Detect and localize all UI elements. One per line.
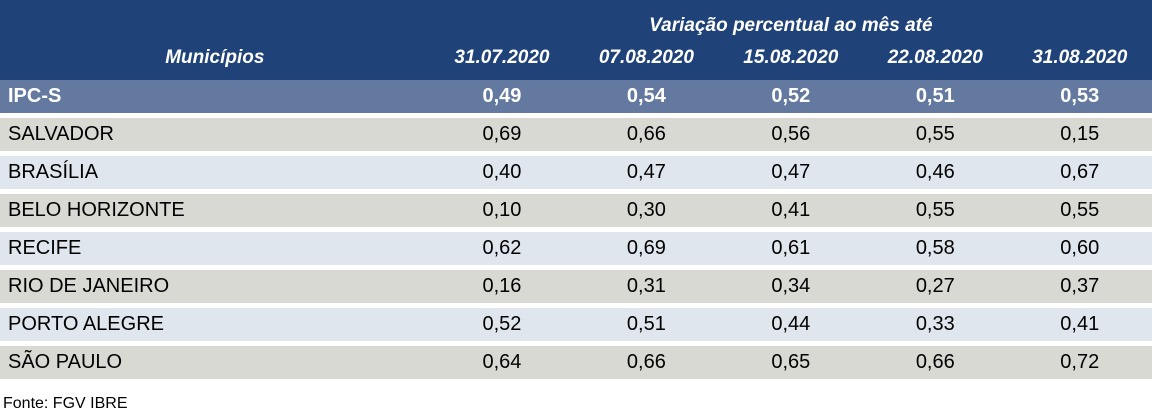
cell-value: 0,67 [1007, 153, 1152, 194]
date-column-header: 07.08.2020 [574, 39, 719, 80]
cell-value: 0,34 [718, 267, 864, 308]
cell-value: 0,27 [863, 267, 1008, 308]
row-label: SALVADOR [0, 115, 430, 156]
municipios-column-header: Municípios [0, 39, 430, 80]
cell-value: 0,61 [718, 229, 864, 270]
cell-value: 0,66 [863, 343, 1008, 384]
cell-value: 0,31 [574, 267, 719, 308]
cell-value: 0,41 [1007, 305, 1152, 346]
cell-value: 0,58 [863, 229, 1008, 270]
cell-value: 0,49 [429, 80, 575, 118]
table-body: IPC-S 0,49 0,54 0,52 0,51 0,53 SALVADOR … [0, 80, 1152, 384]
row-label: RIO DE JANEIRO [0, 267, 430, 308]
cell-value: 0,69 [429, 115, 575, 156]
cell-value: 0,37 [1007, 267, 1152, 308]
cell-value: 0,52 [718, 80, 864, 118]
header-corner-cell [0, 0, 430, 39]
cell-value: 0,69 [574, 229, 719, 270]
source-note: Fonte: FGV IBRE [3, 395, 128, 412]
cell-value: 0,62 [429, 229, 575, 270]
table-row-sao-paulo: SÃO PAULO 0,64 0,66 0,65 0,66 0,72 [0, 343, 1152, 384]
cell-value: 0,66 [574, 115, 719, 156]
cell-value: 0,33 [863, 305, 1008, 346]
table-row-brasilia: BRASÍLIA 0,40 0,47 0,47 0,46 0,67 [0, 153, 1152, 194]
row-label: BELO HORIZONTE [0, 191, 430, 232]
ipcs-variation-table: Variação percentual ao mês até Município… [0, 0, 1152, 384]
cell-value: 0,40 [429, 153, 575, 194]
cell-value: 0,66 [574, 343, 719, 384]
cell-value: 0,10 [429, 191, 575, 232]
cell-value: 0,44 [718, 305, 864, 346]
date-column-header: 15.08.2020 [718, 39, 864, 80]
cell-value: 0,55 [863, 191, 1008, 232]
cell-value: 0,30 [574, 191, 719, 232]
cell-value: 0,55 [1007, 191, 1152, 232]
table-row-recife: RECIFE 0,62 0,69 0,61 0,58 0,60 [0, 229, 1152, 270]
row-label: IPC-S [0, 80, 430, 118]
cell-value: 0,52 [429, 305, 575, 346]
cell-value: 0,16 [429, 267, 575, 308]
cell-value: 0,15 [1007, 115, 1152, 156]
table-row-belo-horizonte: BELO HORIZONTE 0,10 0,30 0,41 0,55 0,55 [0, 191, 1152, 232]
date-column-header: 22.08.2020 [863, 39, 1008, 80]
cell-value: 0,41 [718, 191, 864, 232]
cell-value: 0,64 [429, 343, 575, 384]
date-column-header: 31.08.2020 [1007, 39, 1152, 80]
table-header: Variação percentual ao mês até Município… [0, 0, 1152, 80]
row-label: SÃO PAULO [0, 343, 430, 384]
cell-value: 0,55 [863, 115, 1008, 156]
cell-value: 0,53 [1007, 80, 1152, 118]
cell-value: 0,47 [574, 153, 719, 194]
table-row-ipcs: IPC-S 0,49 0,54 0,52 0,51 0,53 [0, 80, 1152, 118]
row-label: PORTO ALEGRE [0, 305, 430, 346]
table-row-salvador: SALVADOR 0,69 0,66 0,56 0,55 0,15 [0, 115, 1152, 156]
title-row: Variação percentual ao mês até [0, 0, 1152, 39]
cell-value: 0,54 [574, 80, 719, 118]
cell-value: 0,60 [1007, 229, 1152, 270]
table-row-rio-de-janeiro: RIO DE JANEIRO 0,16 0,31 0,34 0,27 0,37 [0, 267, 1152, 308]
cell-value: 0,56 [718, 115, 864, 156]
cell-value: 0,46 [863, 153, 1008, 194]
cell-value: 0,47 [718, 153, 864, 194]
row-label: BRASÍLIA [0, 153, 430, 194]
table-row-porto-alegre: PORTO ALEGRE 0,52 0,51 0,44 0,33 0,41 [0, 305, 1152, 346]
cell-value: 0,51 [863, 80, 1008, 118]
row-label: RECIFE [0, 229, 430, 270]
cell-value: 0,51 [574, 305, 719, 346]
table-title: Variação percentual ao mês até [429, 0, 1152, 39]
date-column-header: 31.07.2020 [429, 39, 575, 80]
column-header-row: Municípios 31.07.2020 07.08.2020 15.08.2… [0, 39, 1152, 80]
cell-value: 0,72 [1007, 343, 1152, 384]
cell-value: 0,65 [718, 343, 864, 384]
